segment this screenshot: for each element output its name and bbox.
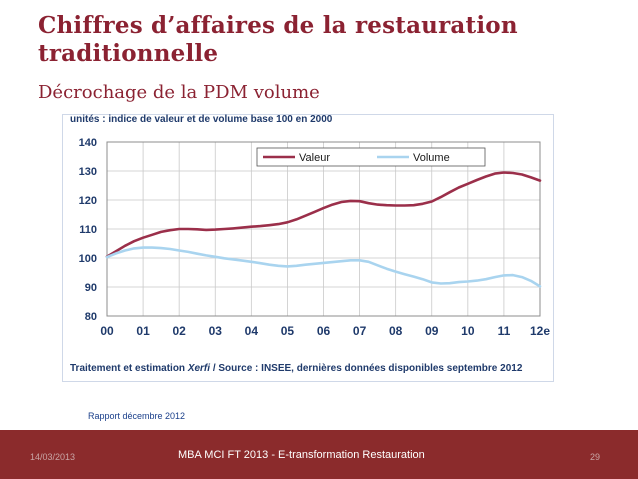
legend-box: [256, 147, 486, 167]
slide-title: Chiffres d’affaires de la restauration t…: [38, 12, 518, 67]
x-tick-label: 11: [498, 324, 511, 338]
x-tick-label: 04: [245, 324, 259, 338]
y-tick-label: 120: [79, 195, 97, 207]
x-tick-label: 02: [172, 324, 186, 338]
x-tick-label: 05: [281, 324, 295, 338]
y-tick-label: 110: [79, 224, 97, 236]
x-tick-label: 01: [136, 324, 150, 338]
chart-source: Traitement et estimation Xerfi / Source …: [70, 363, 522, 374]
x-tick-label: 00: [100, 324, 114, 338]
chart-axes: 80 90 100 110 120 130 140 00 01 02 03 04 05 06 07 08 09 1…: [79, 137, 551, 338]
slide-subtitle: Décrochage de la PDM volume: [38, 82, 320, 103]
legend-label: Valeur: [299, 152, 330, 164]
x-tick-label: 09: [425, 324, 439, 338]
y-tick-label: 90: [85, 282, 97, 294]
x-tick-label: 07: [353, 324, 367, 338]
y-tick-label: 140: [79, 137, 97, 149]
plot-border: [106, 141, 541, 317]
y-tick-label: 130: [79, 166, 97, 178]
series-line-volume: [105, 246, 542, 288]
report-note: Rapport décembre 2012: [88, 411, 186, 421]
y-tick-label: 80: [85, 311, 97, 323]
x-tick-label: 10: [461, 324, 475, 338]
chart-units-label: unités : indice de valeur et de volume b…: [70, 114, 333, 125]
x-tick-label: 08: [389, 324, 403, 338]
series-line-valeur: [105, 171, 542, 258]
chart-source-suffix: / Source : INSEE, dernières données disp…: [210, 363, 523, 374]
y-tick-label: 100: [79, 253, 97, 265]
x-tick-label: 12e: [530, 324, 550, 338]
footer-title: MBA MCI FT 2013 - E-transformation Resta…: [178, 449, 425, 461]
page-number: 29: [590, 452, 601, 462]
x-tick-label: 03: [209, 324, 223, 338]
chart-series: [105, 171, 542, 288]
chart-source-brand: Xerfi: [187, 363, 211, 374]
chart-legend: Valeur Volume: [256, 147, 486, 167]
legend-label: Volume: [413, 152, 450, 164]
footer-bar: [0, 430, 638, 479]
x-tick-label: 06: [317, 324, 331, 338]
chart-source-prefix: Traitement et estimation: [70, 363, 188, 374]
line-chart: 80 90 100 110 120 130 140 00 01 02 03 04 05 06 07 08 09 1…: [79, 137, 551, 338]
footer-date: 14/03/2013: [30, 452, 76, 462]
